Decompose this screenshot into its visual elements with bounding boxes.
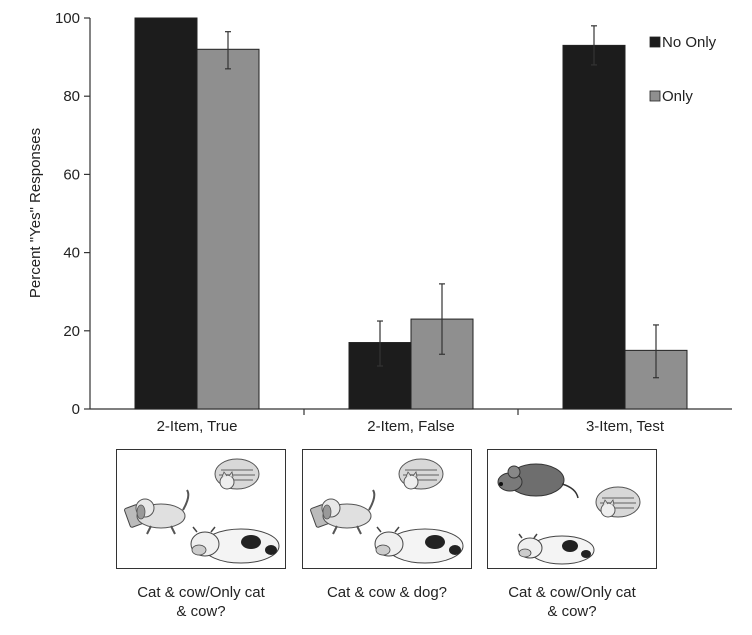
cat-icon: [214, 458, 260, 490]
x-category-label-2: 3-Item, Test: [586, 418, 665, 435]
legend: No Only Only: [649, 34, 717, 105]
mouse-icon: [497, 463, 579, 499]
cat-icon: [595, 486, 641, 518]
panel-caption-2: Cat & cow & dog?: [287, 583, 487, 602]
panel-caption-2-line1: Cat & cow & dog?: [326, 584, 448, 601]
panel-caption-3: Cat & cow/Only cat & cow?: [472, 583, 672, 621]
dog-icon: [124, 489, 190, 535]
cow-icon: [190, 526, 280, 564]
chart-categories: 2-Item, True 2-Item, False 3-Item, Test: [157, 409, 665, 435]
bar-0-2: [562, 44, 626, 410]
bar-chart: 0 20 40 60 80 100 2-Item, True 2-Item, False 3-…: [27, 10, 732, 435]
chart-bars: [134, 17, 688, 410]
x-category-label-1: 2-Item, False: [367, 418, 455, 435]
panel-caption-1-line2: & cow?: [176, 603, 226, 620]
cow-icon: [374, 526, 464, 564]
picture-panel-3: [487, 449, 657, 569]
legend-label-0: No Only: [662, 34, 717, 51]
x-category-label-0: 2-Item, True: [157, 418, 238, 435]
legend-swatch-0: [649, 36, 661, 48]
y-axis-label: Percent "Yes" Responses: [27, 128, 44, 298]
panel-caption-3-line2: & cow?: [547, 603, 597, 620]
legend-swatch-1: [649, 90, 661, 102]
cat-icon: [398, 458, 444, 490]
picture-panel-1: [116, 449, 286, 569]
picture-panel-2: [302, 449, 472, 569]
cow-icon: [517, 533, 595, 565]
y-tick-label-0: 0: [72, 401, 80, 418]
dog-icon: [310, 489, 376, 535]
legend-label-1: Only: [662, 88, 693, 105]
y-tick-label-2: 40: [63, 245, 80, 262]
chart-y-ticks: 0 20 40 60 80 100: [55, 10, 90, 418]
chart-error-bars: [225, 25, 659, 379]
panel-caption-1: Cat & cow/Only cat & cow?: [101, 583, 301, 621]
panel-caption-3-line1: Cat & cow/Only cat: [508, 584, 636, 601]
y-tick-label-4: 80: [63, 88, 80, 105]
y-tick-label-1: 20: [63, 323, 80, 340]
y-tick-label-5: 100: [55, 10, 80, 27]
bar-1-0: [196, 48, 260, 410]
y-tick-label-3: 60: [63, 166, 80, 183]
bar-0-0: [134, 17, 198, 410]
panel-caption-1-line1: Cat & cow/Only cat: [137, 584, 265, 601]
